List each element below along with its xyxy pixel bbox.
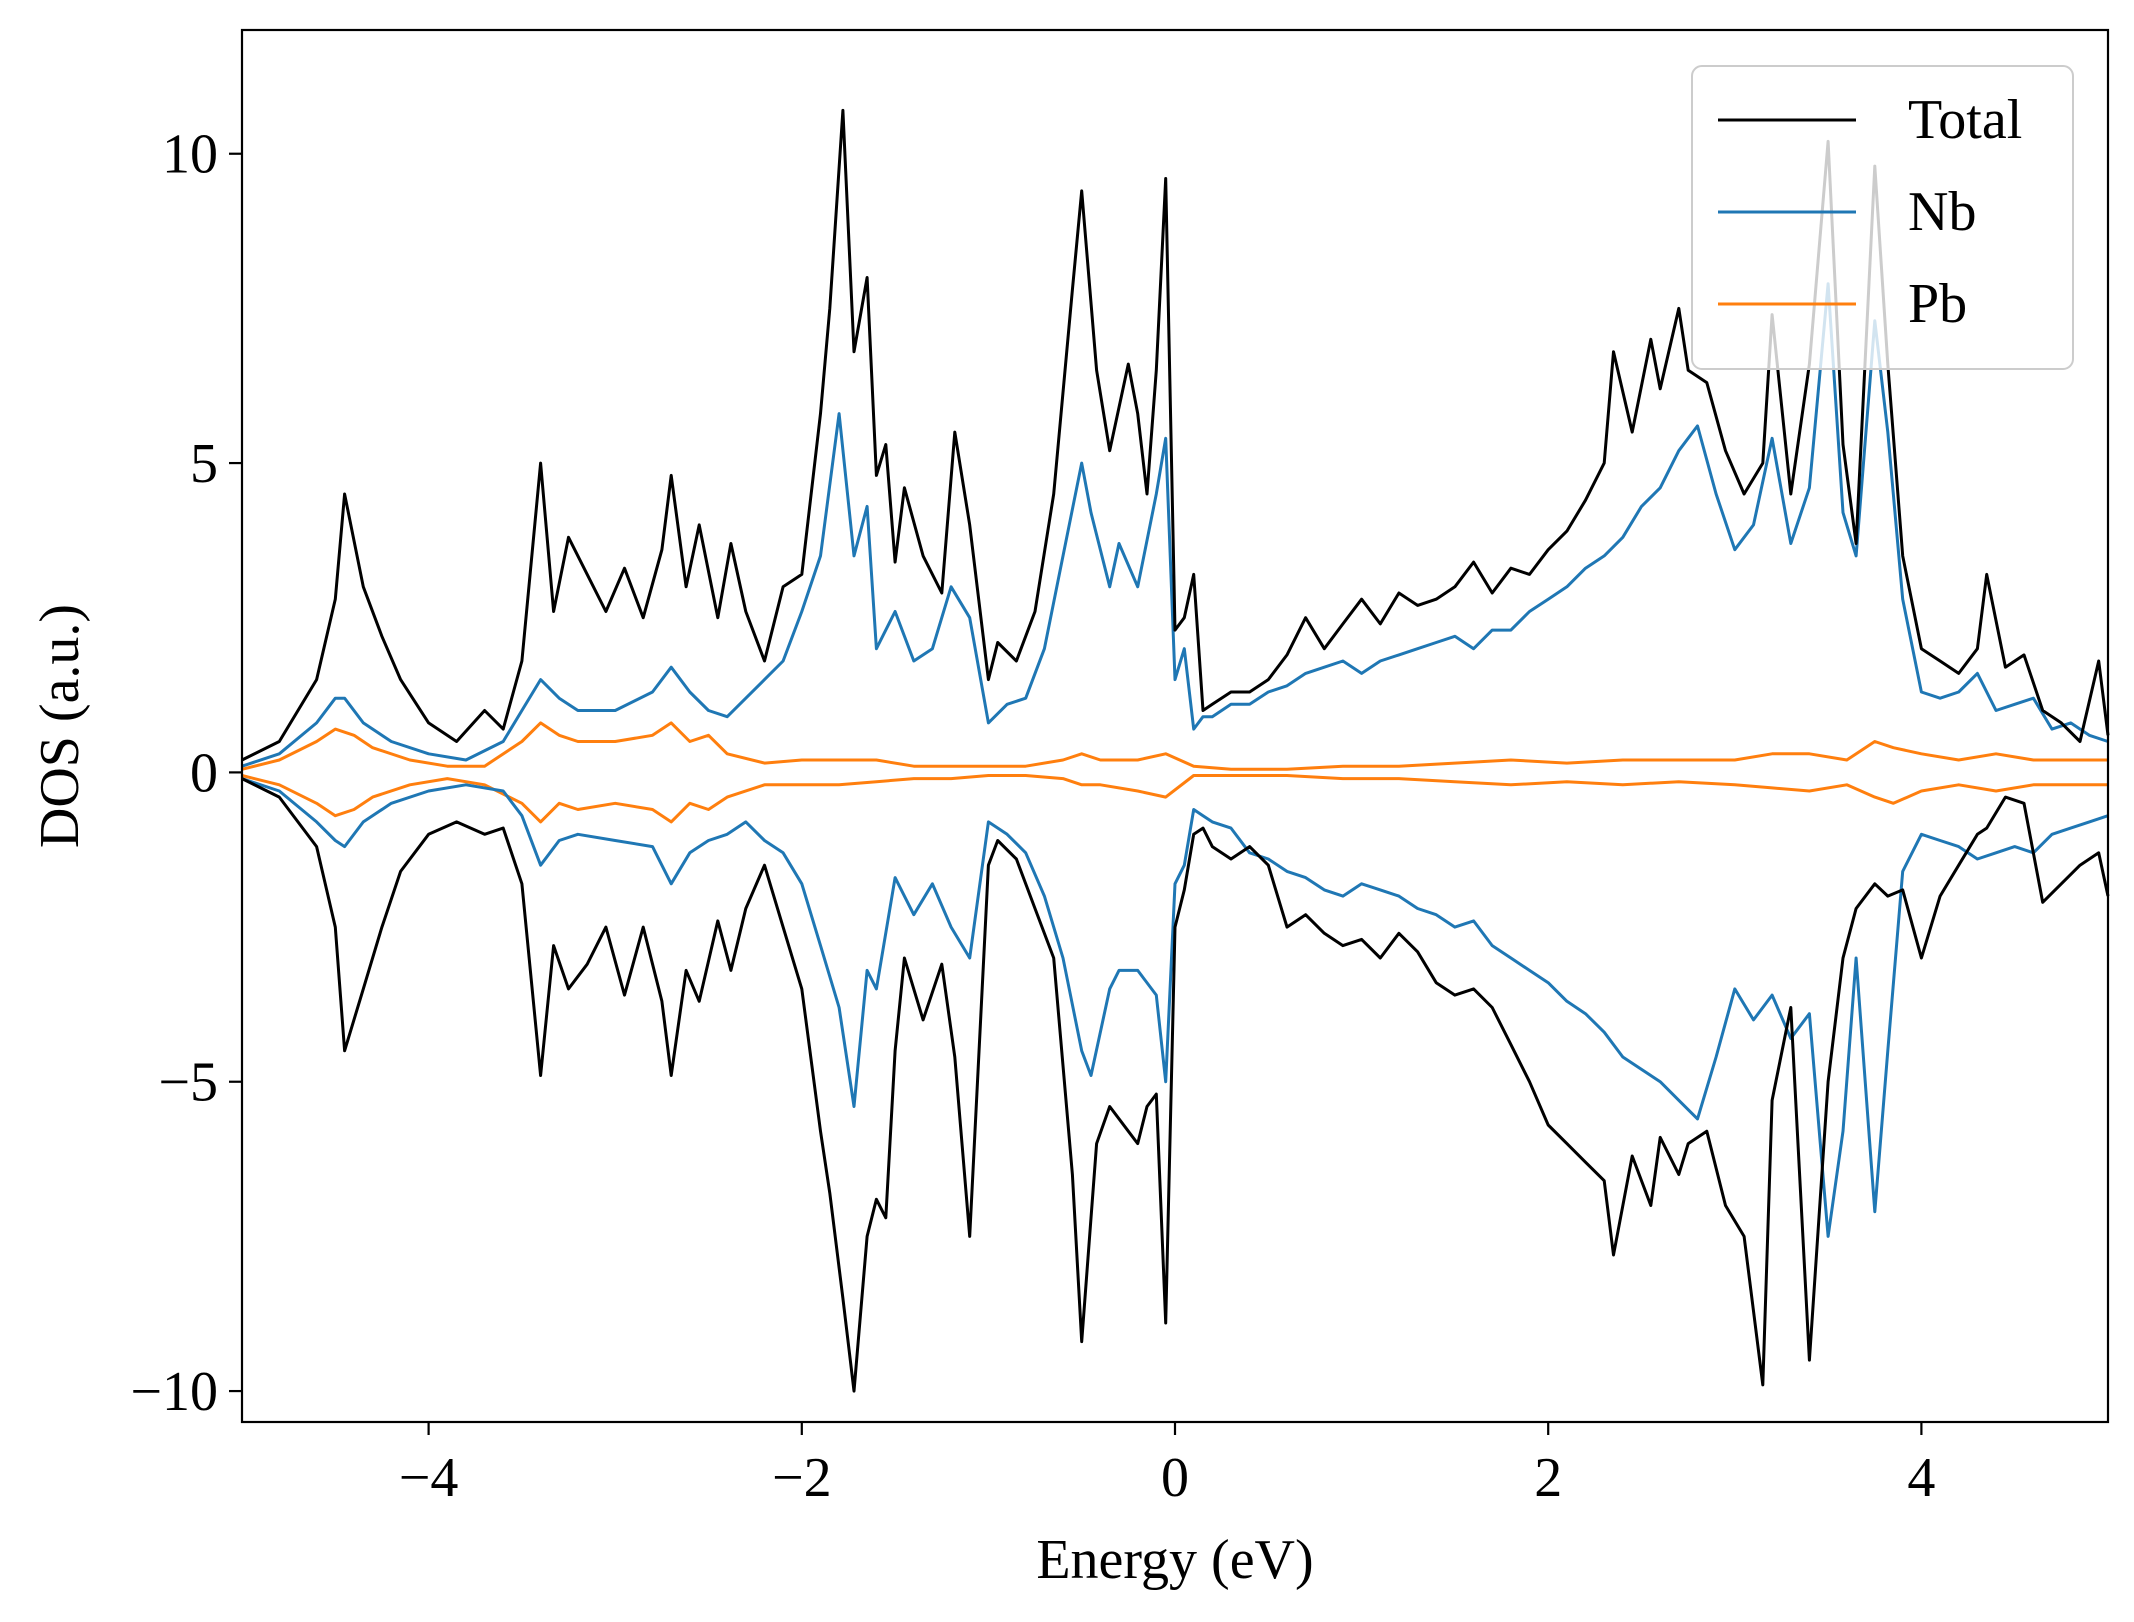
series-line-nb-spin-down [241,777,2109,1238]
x-tick-label: −4 [399,1447,459,1509]
y-tick-label: 10 [162,124,218,186]
x-tick-label: −2 [772,1447,832,1509]
x-tick-label: 0 [1161,1447,1189,1509]
legend-label-nb: Nb [1908,181,1976,243]
series-line-total-spin-down [241,777,2110,1393]
legend-label-pb: Pb [1908,273,1967,335]
y-axis-label: DOS (a.u.) [29,604,91,848]
x-tick-label: 4 [1907,1447,1935,1509]
y-tick-label: −5 [158,1052,218,1114]
y-tick-label: 0 [190,742,218,804]
series-line-pb-spin-down [241,774,2108,824]
plot-frame [240,28,2110,1424]
tick-layer: −4 −2 0 2 4 −10 −5 0 5 10 [130,124,1935,1509]
series-layer [241,108,2110,1393]
y-tick-label: −10 [130,1361,218,1423]
series-line-pb-spin-up [241,721,2108,771]
legend: Total Nb Pb [1691,65,2074,370]
legend-box [1691,65,2074,370]
y-tick-label: 5 [190,433,218,495]
legend-label-total: Total [1908,89,2022,151]
series-line-total-spin-up [241,108,2110,762]
x-axis-label: Energy (eV) [1036,1529,1313,1591]
x-tick-label: 2 [1534,1447,1562,1509]
series-line-nb-spin-up [241,282,2109,768]
